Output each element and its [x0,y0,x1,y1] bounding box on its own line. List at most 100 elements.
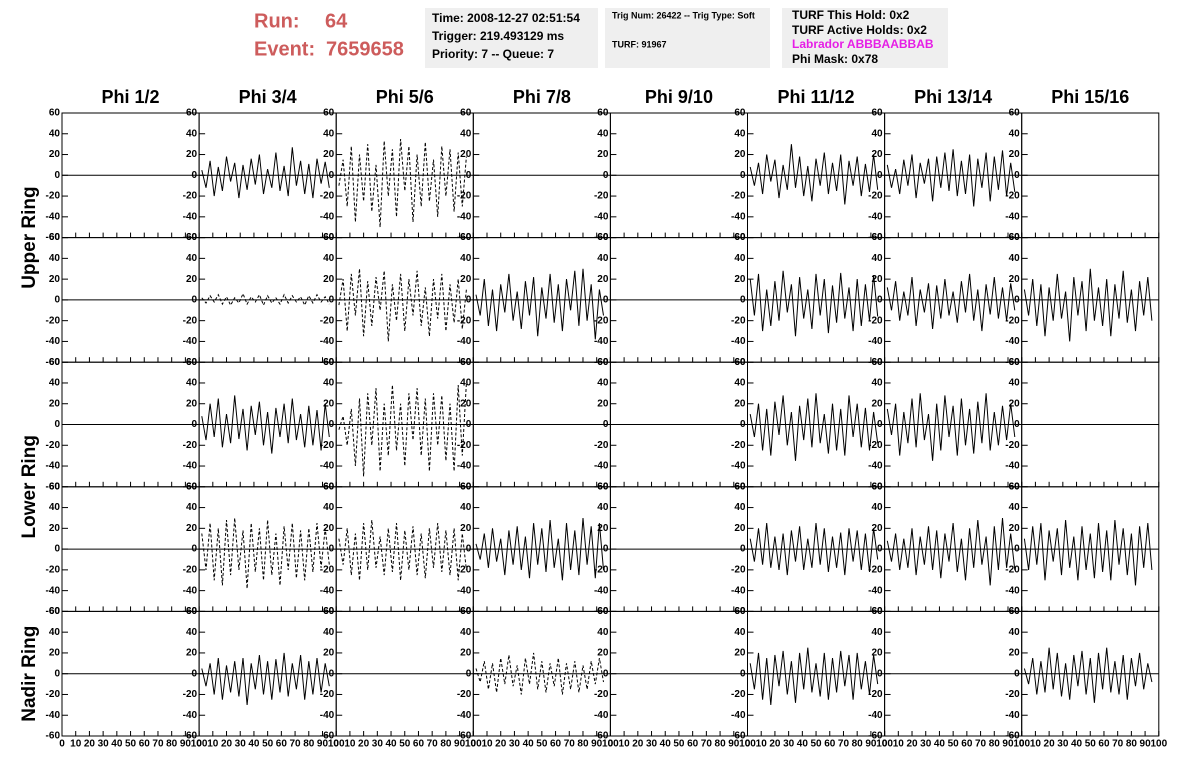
x-tick-label: 40 [385,739,397,750]
x-tick-label: 20 [221,739,233,750]
x-tick-label: 90 [728,739,740,750]
y-tick-label: 0 [329,668,335,679]
info-line: Trigger: 219.493129 ms [432,29,564,43]
info-line: TURF Active Holds: 0x2 [792,23,927,37]
y-tick-label: 0 [1014,295,1020,306]
y-tick-label: -20 [868,191,883,202]
column-header: Phi 9/10 [645,87,713,107]
y-tick-label: 20 [597,523,609,534]
y-tick-label: -60 [46,481,61,492]
y-tick-label: -40 [183,461,198,472]
x-tick-label: 10 [481,739,493,750]
y-tick-label: 60 [49,357,61,368]
y-tick-label: 0 [192,419,198,430]
y-tick-label: 0 [329,419,335,430]
y-tick-label: -20 [868,315,883,326]
y-tick-label: -60 [46,606,61,617]
x-tick-label: 70 [564,739,576,750]
column-header: Phi 11/12 [778,87,855,107]
y-tick-label: 40 [186,378,198,389]
x-tick-label: 100 [1013,739,1030,750]
y-tick-label: 40 [323,502,335,513]
y-tick-label: 20 [1009,149,1021,160]
y-tick-label: -20 [594,440,609,451]
y-tick-label: 60 [597,232,609,243]
y-tick-label: 40 [734,502,746,513]
x-tick-label: 50 [1085,739,1097,750]
x-tick-label: 0 [608,739,614,750]
y-tick-label: 40 [323,627,335,638]
y-tick-label: 40 [871,627,883,638]
y-tick-label: 0 [877,419,883,430]
x-tick-label: 40 [523,739,535,750]
y-tick-label: 40 [871,502,883,513]
x-tick-label: 20 [769,739,781,750]
waveform [201,292,330,307]
y-tick-label: 20 [871,398,883,409]
y-tick-label: 0 [877,544,883,555]
y-tick-label: -20 [457,191,472,202]
x-tick-label: 30 [646,739,658,750]
x-tick-label: 30 [920,739,932,750]
y-tick-label: -40 [594,710,609,721]
y-tick-label: -40 [1005,211,1020,222]
x-tick-label: 100 [739,739,756,750]
y-tick-label: 60 [871,357,883,368]
y-tick-label: 60 [1009,481,1021,492]
y-tick-label: -20 [457,689,472,700]
y-tick-label: -20 [1005,689,1020,700]
y-tick-label: 60 [323,481,335,492]
waveform [749,270,879,337]
y-tick-label: -60 [183,731,198,742]
run-label: Run: [254,10,300,32]
y-tick-label: 20 [49,274,61,285]
y-tick-label: -20 [46,689,61,700]
y-tick-label: -20 [1005,440,1020,451]
info-line: Trig Num: 26422 -- Trig Type: Soft [612,10,755,20]
waveform [201,517,330,589]
y-tick-label: 20 [323,398,335,409]
event-label: Event: [254,38,315,60]
x-tick-label: 40 [248,739,260,750]
y-tick-label: 0 [603,668,609,679]
y-tick-label: 20 [186,648,198,659]
y-tick-label: -40 [183,710,198,721]
y-tick-label: -20 [868,565,883,576]
x-tick-label: 90 [591,739,603,750]
x-tick-label: 40 [934,739,946,750]
y-tick-label: 60 [323,357,335,368]
y-tick-label: 60 [734,481,746,492]
y-tick-label: -40 [868,710,883,721]
y-tick-label: -40 [868,211,883,222]
y-tick-label: 0 [329,170,335,181]
y-tick-label: 40 [597,128,609,139]
y-tick-label: -40 [46,710,61,721]
x-tick-label: 20 [1044,739,1056,750]
y-tick-label: 40 [734,378,746,389]
y-tick-label: -60 [868,731,883,742]
y-tick-label: 40 [871,253,883,264]
y-tick-label: 40 [323,128,335,139]
y-tick-label: 0 [603,170,609,181]
y-tick-label: 60 [871,606,883,617]
y-tick-label: 40 [49,378,61,389]
y-tick-label: 20 [871,523,883,534]
y-tick-label: 40 [186,502,198,513]
y-tick-label: 60 [734,232,746,243]
x-tick-label: 30 [1057,739,1069,750]
y-tick-label: -40 [46,585,61,596]
y-tick-label: -20 [731,689,746,700]
y-tick-label: 60 [734,108,746,119]
x-tick-label: 0 [59,739,65,750]
y-tick-label: -40 [320,461,335,472]
x-tick-label: 100 [465,739,482,750]
y-tick-label: -40 [457,710,472,721]
y-tick-label: 40 [597,627,609,638]
y-tick-label: 60 [49,232,61,243]
y-tick-label: -60 [731,731,746,742]
x-tick-label: 20 [84,739,96,750]
x-tick-label: 80 [166,739,178,750]
y-tick-label: -40 [183,336,198,347]
x-tick-label: 70 [975,739,987,750]
y-tick-label: -20 [183,565,198,576]
